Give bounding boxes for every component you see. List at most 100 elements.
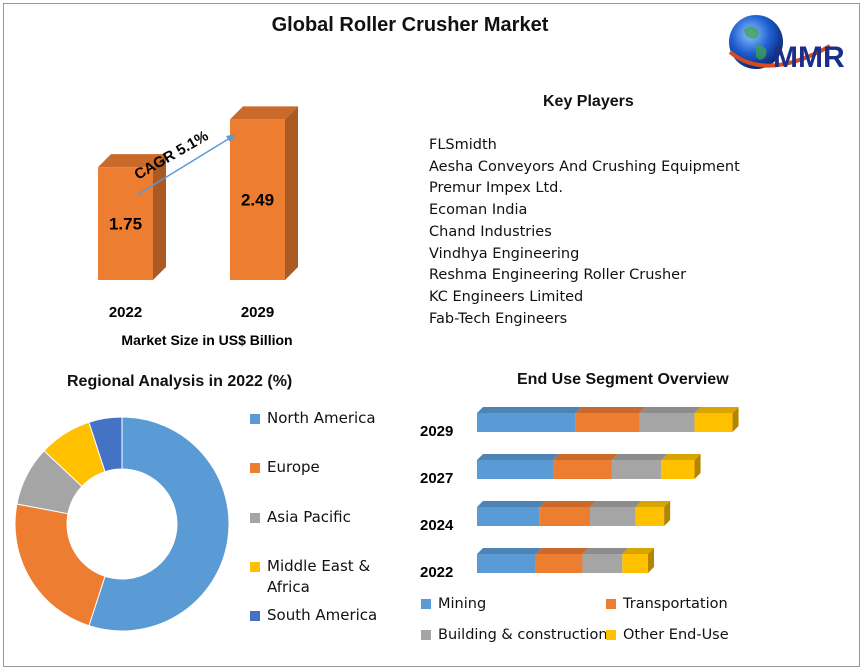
key-player-item: Vindhya Engineering (429, 245, 580, 262)
mmr-logo: MMR (728, 15, 845, 74)
stack-segment-top (639, 407, 701, 413)
donut-slice (88, 416, 230, 632)
market-axis-label: Market Size in US$ Billion (121, 332, 292, 348)
globe-continent-shape (744, 26, 767, 60)
cagr-arrow (136, 137, 231, 196)
donut-legend-item: North America (250, 408, 390, 429)
regional-donut-chart (14, 416, 230, 632)
stack-segment (575, 413, 640, 432)
end-use-legend-label: Mining (438, 596, 487, 612)
stack-bar-end (648, 548, 654, 573)
stack-year-label: 2024 (420, 517, 454, 534)
stack-segment (539, 507, 591, 526)
key-player-item: Fab-Tech Engineers (429, 310, 568, 327)
stack-segment-top (553, 454, 618, 460)
stack-segment-top (582, 548, 629, 554)
stack-segment (477, 460, 553, 479)
key-player-item: Aesha Conveyors And Crushing Equipment (429, 158, 740, 175)
end-use-legend-label: Other End-Use (623, 627, 729, 643)
stack-bar-end (732, 407, 739, 432)
key-player-item: KC Engineers Limited (429, 288, 584, 305)
cagr-arrow-head (226, 134, 236, 142)
donut-slice (14, 503, 106, 627)
end-use-legend-item: Building & construction (421, 627, 608, 643)
stack-segment-top (575, 407, 646, 413)
stack-segment-top (539, 501, 597, 507)
stack-year-label: 2022 (420, 564, 453, 581)
infographic-frame (3, 3, 860, 667)
stack-segment (611, 460, 662, 479)
legend-swatch (250, 414, 260, 424)
stack-segment (622, 554, 648, 573)
stack-segment-top (477, 501, 546, 507)
stack-bar-end (694, 454, 701, 479)
stack-year-label: 2027 (420, 470, 453, 487)
stack-bar-end (664, 501, 671, 526)
donut-legend-item: Middle East & Africa (250, 556, 390, 598)
legend-swatch (421, 599, 431, 609)
market-bar-value-label: 1.75 (109, 215, 142, 234)
stack-segment (694, 413, 733, 432)
stack-segment-top (661, 454, 701, 460)
end-use-legend-label: Transportation (623, 596, 728, 612)
donut-legend-label: Middle East & Africa (267, 557, 371, 596)
legend-swatch (250, 513, 260, 523)
stack-segment (477, 554, 536, 573)
stack-segment (661, 460, 695, 479)
donut-slice (88, 416, 123, 473)
logo-text: MMR (773, 41, 845, 74)
donut-legend-item: Asia Pacific (250, 507, 390, 528)
stack-segment (590, 507, 636, 526)
stack-segment (535, 554, 583, 573)
stack-segment-top (477, 454, 559, 460)
market-bar-side (153, 154, 166, 280)
orbit-swoosh (728, 44, 831, 68)
stack-segment (477, 413, 576, 432)
donut-legend-label: Asia Pacific (267, 508, 351, 526)
key-player-item: FLSmidth (429, 137, 497, 153)
key-players-list: FLSmidth Aesha Conveyors And Crushing Eq… (429, 135, 740, 330)
key-player-item: Premur Impex Ltd. (429, 180, 563, 197)
market-bar-side (285, 106, 298, 281)
donut-legend-label: Europe (267, 458, 320, 476)
stack-year-label: 2029 (420, 423, 453, 440)
legend-swatch (421, 630, 431, 640)
donut-legend-label: North America (267, 409, 376, 427)
stack-segment-top (611, 454, 668, 460)
stack-segment-top (694, 407, 739, 413)
market-bar (98, 167, 153, 280)
stack-segment (553, 460, 612, 479)
stack-segment (582, 554, 623, 573)
end-use-heading: End Use Segment Overview (517, 371, 729, 388)
globe-icon (729, 15, 783, 69)
stack-segment-top (622, 548, 654, 554)
market-bar-top (98, 154, 166, 168)
stack-segment-top (535, 548, 589, 554)
stack-segment-top (477, 548, 542, 554)
market-bar-year-label: 2022 (109, 304, 142, 321)
market-bar-year-label: 2029 (241, 304, 274, 321)
legend-swatch (250, 562, 260, 572)
key-player-item: Chand Industries (429, 223, 552, 240)
stack-segment-top (635, 501, 671, 507)
legend-swatch (606, 599, 616, 609)
stack-segment (477, 507, 540, 526)
end-use-legend-item: Other End-Use (606, 627, 729, 643)
legend-swatch (250, 611, 260, 621)
key-player-item: Reshma Engineering Roller Crusher (429, 267, 687, 284)
stack-segment (635, 507, 665, 526)
donut-legend-item: South America (250, 605, 390, 626)
legend-swatch (606, 630, 616, 640)
page-title: Global Roller Crusher Market (271, 14, 549, 36)
end-use-chart: 2029 2027 2024 2022 (420, 407, 739, 581)
key-players-heading: Key Players (543, 93, 634, 110)
donut-legend-item: Europe (250, 457, 390, 478)
regional-heading: Regional Analysis in 2022 (%) (67, 373, 293, 390)
key-player-item: Ecoman India (429, 202, 528, 219)
stack-segment (639, 413, 695, 432)
legend-swatch (250, 463, 260, 473)
end-use-legend-label: Building & construction (438, 627, 608, 643)
stack-segment-top (477, 407, 582, 413)
market-bar-value-label: 2.49 (241, 191, 274, 210)
